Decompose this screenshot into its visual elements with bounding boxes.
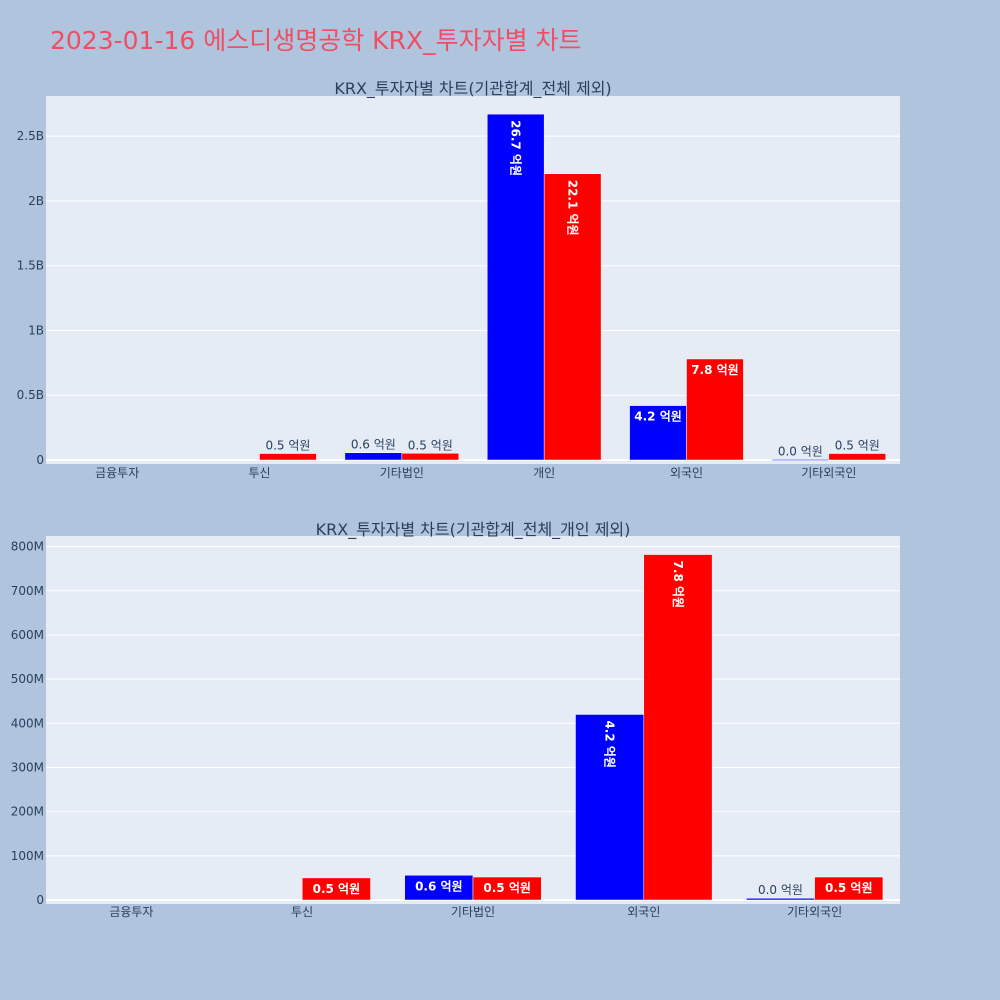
y-tick-label: 2.5B xyxy=(17,129,44,143)
page-title: 2023-01-16 에스디생명공학 KRX_투자자별 차트 xyxy=(50,26,582,55)
y-tick-label: 0 xyxy=(36,453,44,467)
sell-bar xyxy=(543,173,602,461)
data-label: 0.6 억원 xyxy=(415,879,463,893)
buy-bar xyxy=(486,113,545,461)
chart-2: 0 100M 200M 300M 400M 500M 600M 700M 800M KRX_투자자… xyxy=(11,520,900,919)
x-tick-label: 외국인 xyxy=(627,905,660,919)
y-tick-label: 200M xyxy=(11,805,44,819)
y-tick-label: 100M xyxy=(11,849,44,863)
data-label: 0.5 억원 xyxy=(408,438,453,452)
sell-bar xyxy=(686,358,744,461)
y-tick-label: 0 xyxy=(36,893,44,907)
sell-bar xyxy=(259,453,317,461)
plot-area xyxy=(46,96,900,464)
x-tick-label: 외국인 xyxy=(670,466,703,480)
data-label: 0.6 억원 xyxy=(351,438,396,452)
data-label: 0.5 억원 xyxy=(265,439,310,453)
y-tick-label: 300M xyxy=(11,760,44,774)
y-tick-label: 1B xyxy=(28,323,44,337)
data-label: 0.5 억원 xyxy=(483,881,531,895)
buy-bar xyxy=(344,452,403,461)
data-label: 22.1 억원 xyxy=(566,180,580,236)
plot-area xyxy=(46,536,900,904)
y-tick-label: 800M xyxy=(11,540,44,554)
x-tick-label: 기타외국인 xyxy=(801,466,856,480)
x-tick-label: 기타법인 xyxy=(380,466,424,480)
data-label: 4.2 억원 xyxy=(634,410,682,424)
x-tick-label: 금융투자 xyxy=(95,466,139,480)
x-tick-label: 기타법인 xyxy=(451,905,495,919)
sell-bar xyxy=(814,876,884,901)
y-tick-label: 500M xyxy=(11,672,44,686)
sell-bar xyxy=(401,453,460,461)
y-tick-label: 0.5B xyxy=(17,388,44,402)
sell-bar xyxy=(301,877,371,901)
chart-title: KRX_투자자별 차트(기관합계_전체_개인 제외) xyxy=(316,520,631,540)
buy-bar xyxy=(575,714,645,901)
data-label: 7.8 억원 xyxy=(671,561,685,609)
data-label: 26.7 억원 xyxy=(509,120,523,176)
data-label: 0.0 억원 xyxy=(758,883,803,897)
sell-bar xyxy=(828,453,887,461)
x-tick-label: 개인 xyxy=(533,466,555,480)
buy-bar xyxy=(629,405,687,461)
sell-bar xyxy=(472,876,542,901)
y-tick-label: 400M xyxy=(11,716,44,730)
x-tick-label: 기타외국인 xyxy=(787,905,842,919)
buy-bar xyxy=(771,459,830,461)
buy-bar xyxy=(404,875,474,901)
chart-1: 0 0.5B 1B 1.5B 2B 2.5B KRX_투자자별 차트(기관합계_전체 제외)… xyxy=(17,79,900,480)
charts-layer: 0 0.5B 1B 1.5B 2B 2.5B KRX_투자자별 차트(기관합계_전체 제외)… xyxy=(11,79,900,919)
data-label: 0.5 억원 xyxy=(835,439,880,453)
y-tick-label: 2B xyxy=(28,194,44,208)
buy-bar xyxy=(746,897,815,901)
data-label: 7.8 억원 xyxy=(691,363,739,377)
data-label: 0.5 억원 xyxy=(313,882,361,896)
data-label: 0.5 억원 xyxy=(825,881,873,895)
y-tick-label: 1.5B xyxy=(17,259,44,273)
data-label: 0.0 억원 xyxy=(778,444,823,458)
x-tick-label: 투신 xyxy=(291,905,313,919)
y-tick-label: 700M xyxy=(11,584,44,598)
chart-title: KRX_투자자별 차트(기관합계_전체 제외) xyxy=(334,79,611,99)
x-tick-label: 투신 xyxy=(248,466,270,480)
x-tick-label: 금융투자 xyxy=(109,905,153,919)
data-label: 4.2 억원 xyxy=(603,720,617,768)
y-tick-label: 600M xyxy=(11,628,44,642)
sell-bar xyxy=(643,554,713,901)
